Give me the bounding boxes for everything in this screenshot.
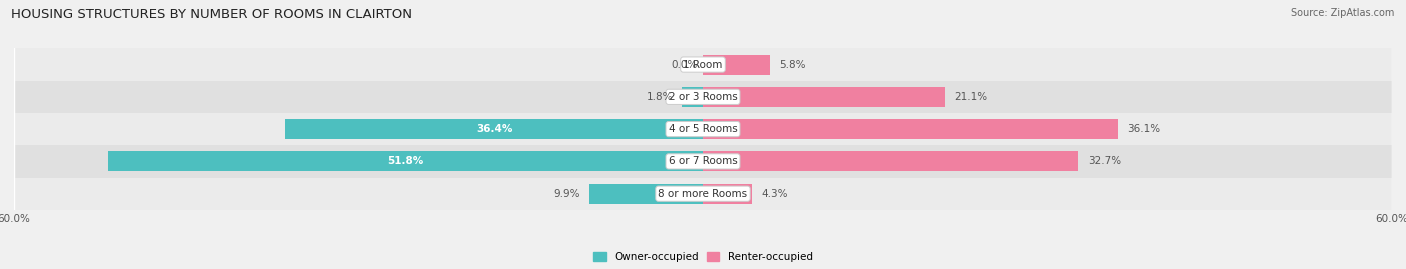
Bar <box>14 48 1392 81</box>
Text: 51.8%: 51.8% <box>388 156 423 167</box>
Bar <box>285 119 703 139</box>
Bar <box>14 178 1392 210</box>
Bar <box>703 184 752 204</box>
Bar <box>108 151 703 171</box>
Legend: Owner-occupied, Renter-occupied: Owner-occupied, Renter-occupied <box>589 247 817 266</box>
Bar <box>14 113 1392 145</box>
Bar <box>703 87 945 107</box>
Bar <box>589 184 703 204</box>
Bar <box>703 119 1118 139</box>
Text: 4 or 5 Rooms: 4 or 5 Rooms <box>669 124 737 134</box>
Bar <box>703 151 1078 171</box>
Bar <box>703 55 769 75</box>
Text: 2 or 3 Rooms: 2 or 3 Rooms <box>669 92 737 102</box>
Text: 9.9%: 9.9% <box>554 189 581 199</box>
Text: 32.7%: 32.7% <box>1088 156 1121 167</box>
Text: 36.4%: 36.4% <box>475 124 512 134</box>
Text: Source: ZipAtlas.com: Source: ZipAtlas.com <box>1291 8 1395 18</box>
Text: 6 or 7 Rooms: 6 or 7 Rooms <box>669 156 737 167</box>
Bar <box>14 81 1392 113</box>
Text: 8 or more Rooms: 8 or more Rooms <box>658 189 748 199</box>
Text: HOUSING STRUCTURES BY NUMBER OF ROOMS IN CLAIRTON: HOUSING STRUCTURES BY NUMBER OF ROOMS IN… <box>11 8 412 21</box>
Text: 1 Room: 1 Room <box>683 59 723 70</box>
Bar <box>14 145 1392 178</box>
Text: 4.3%: 4.3% <box>762 189 787 199</box>
Text: 36.1%: 36.1% <box>1126 124 1160 134</box>
Bar <box>682 87 703 107</box>
Text: 1.8%: 1.8% <box>647 92 673 102</box>
Text: 0.0%: 0.0% <box>671 59 697 70</box>
Text: 5.8%: 5.8% <box>779 59 806 70</box>
Text: 21.1%: 21.1% <box>955 92 987 102</box>
